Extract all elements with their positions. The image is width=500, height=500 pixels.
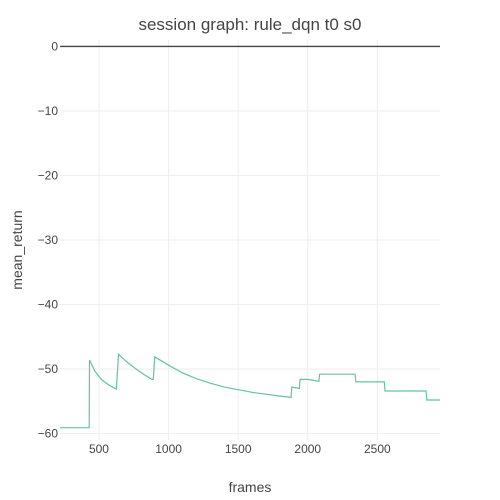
x-tick-label: 1500: [225, 442, 252, 456]
grid: [60, 40, 440, 440]
y-tick-label: −30: [38, 233, 59, 247]
x-axis-label: frames: [229, 479, 272, 495]
y-tick-label: −40: [38, 298, 59, 312]
chart-title: session graph: rule_dqn t0 s0: [138, 15, 361, 34]
y-tick-label: −50: [38, 362, 59, 376]
x-tick-label: 500: [89, 442, 109, 456]
x-tick-label: 2000: [294, 442, 321, 456]
y-tick-label: −10: [38, 104, 59, 118]
y-axis-label: mean_return: [9, 210, 25, 289]
y-tick-labels: 0 −10 −20 −30 −40 −50 −60: [38, 39, 59, 440]
x-tick-labels: 500 1000 1500 2000 2500: [89, 442, 391, 456]
x-tick-label: 2500: [364, 442, 391, 456]
series-layer: [60, 352, 440, 429]
y-tick-label: −60: [38, 427, 59, 441]
y-tick-label: 0: [51, 39, 58, 53]
y-tick-label: −20: [38, 168, 59, 182]
x-tick-label: 1000: [155, 442, 182, 456]
series-line: [60, 352, 440, 429]
